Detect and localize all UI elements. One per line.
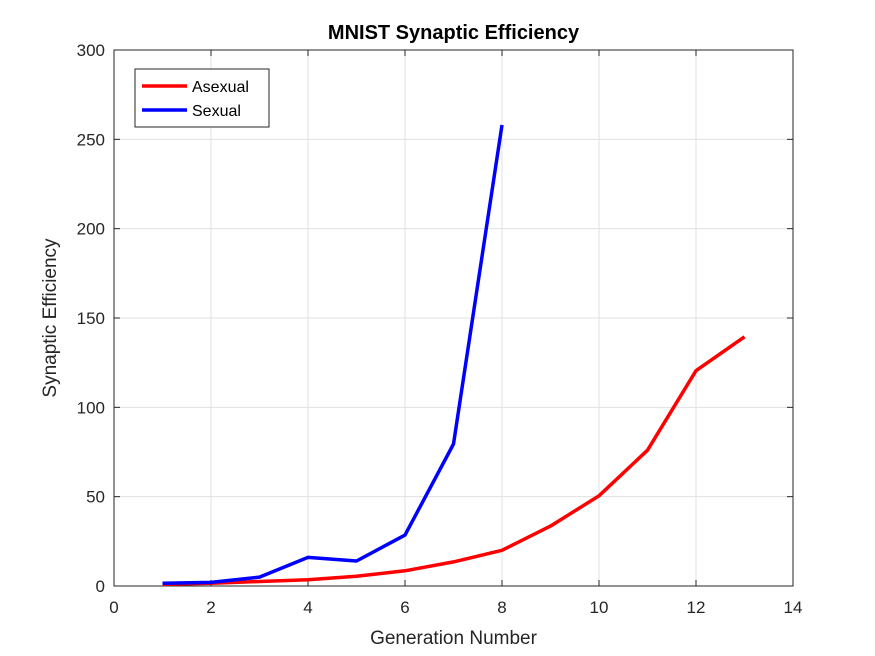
x-tick-label: 0 [109,598,118,617]
y-tick-label: 0 [96,577,105,596]
y-tick-label: 100 [77,398,105,417]
axis-ticks: 0 2 4 6 8 10 12 14 0 50 100 150 200 250 300 [77,41,803,617]
y-tick-label: 50 [86,488,105,507]
series-lines [162,124,746,586]
x-tick-label: 10 [590,598,609,617]
series-line-asexual [162,335,746,586]
legend-label-asexual: Asexual [192,79,249,96]
legend-label-sexual: Sexual [192,103,241,120]
x-tick-label: 8 [497,598,506,617]
chart-title: MNIST Synaptic Efficiency [328,22,580,44]
series-line-sexual [162,124,504,586]
legend-box [134,68,270,128]
x-tick-label: 12 [687,598,706,617]
grid [113,49,794,587]
x-tick-label: 4 [303,598,312,617]
y-axis-label: Synaptic Efficiency [40,238,61,398]
x-tick-label: 6 [400,598,409,617]
x-axis-label: Generation Number [370,628,538,649]
x-tick-label: 14 [784,598,803,617]
x-tick-label: 2 [206,598,215,617]
y-tick-label: 250 [77,130,105,149]
y-tick-label: 200 [77,220,105,239]
y-tick-label: 300 [77,41,105,60]
legend: Asexual Sexual [134,68,270,128]
y-tick-label: 150 [77,309,105,328]
